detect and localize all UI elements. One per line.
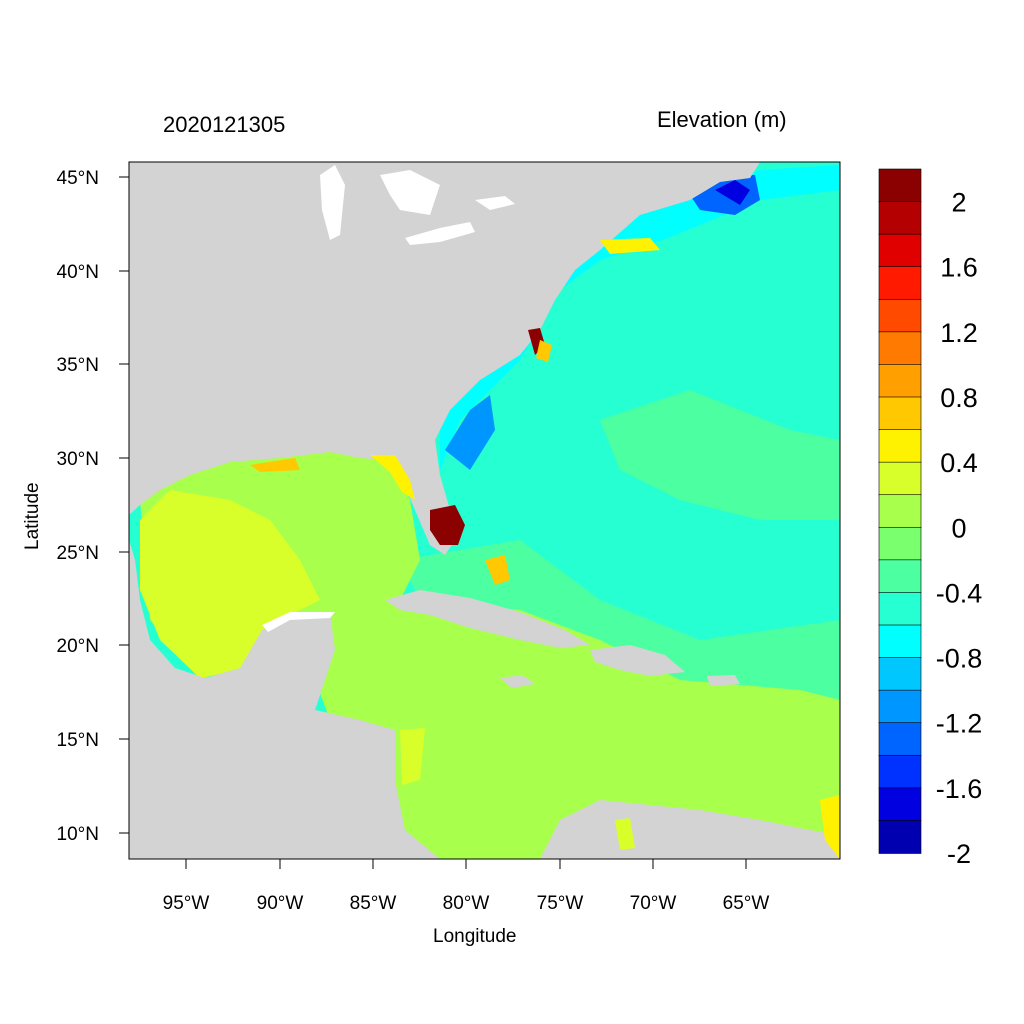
colorbar-segment [878, 624, 922, 659]
lat-tick-label: 15°N [57, 730, 99, 751]
latitude-ticks: 45°N 40°N 35°N 30°N 25°N 20°N 15°N 10°N [57, 168, 129, 845]
lon-tick-label: 65°W [723, 893, 770, 914]
lon-tick-label: 90°W [257, 893, 304, 914]
georgia-bight-low [445, 395, 495, 470]
colorbar-segment [878, 396, 922, 431]
lat-tick-label: 45°N [57, 168, 99, 189]
lat-tick-label: 20°N [57, 636, 99, 657]
long-island-sound [600, 238, 660, 254]
colorbar-segment [878, 689, 922, 724]
colorbar-segment [878, 722, 922, 757]
central-america-land [129, 540, 440, 859]
florida-bigbend-high [370, 455, 415, 500]
colorbar: 2 1.6 1.2 0.8 0.4 0 -0.4 -0.8 -1.2 -1.6 -2 [878, 168, 983, 869]
colorbar-segment [878, 592, 922, 626]
yucatan-coast [262, 612, 335, 632]
colorbar-segment [878, 494, 922, 529]
lat-tick-label: 25°N [57, 543, 99, 564]
colorbar-label: -1.2 [936, 709, 983, 739]
maracaibo-high [615, 818, 635, 850]
colorbar-segment [878, 233, 922, 268]
cuba-land [385, 590, 590, 648]
lat-tick-label: 35°N [57, 355, 99, 376]
colorbar-segment [878, 461, 922, 496]
colorbar-label: 0.8 [940, 383, 978, 413]
map-area [129, 162, 840, 859]
lon-tick-label: 80°W [443, 893, 490, 914]
east-coast-shelf [440, 165, 840, 470]
colorbar-segment [878, 787, 922, 822]
north-america-land [129, 162, 760, 555]
colorbar-segment [878, 168, 922, 203]
gulf-and-caribbean [140, 450, 840, 859]
colorbar-label: 2 [951, 188, 966, 218]
south-america-land [540, 800, 840, 859]
orinoco-high [820, 795, 840, 859]
colorbar-segment [878, 201, 922, 235]
colorbar-segment [878, 266, 922, 301]
colorbar-segment [878, 526, 922, 561]
lake-huron [380, 170, 440, 215]
lake-erie [405, 222, 475, 245]
colorbar-segment [878, 364, 922, 398]
timestamp-label: 2020121305 [163, 112, 286, 137]
nicaragua-shelf [400, 728, 425, 785]
western-gulf-high [140, 490, 320, 678]
louisiana-coast-high [250, 458, 300, 472]
colorbar-label: -0.8 [936, 644, 983, 674]
colorbar-label: -0.4 [936, 578, 983, 608]
colorbar-segment [878, 657, 922, 691]
jamaica-land [500, 675, 535, 688]
lat-tick-label: 30°N [57, 449, 99, 470]
lon-tick-label: 85°W [350, 893, 397, 914]
south-florida-high [430, 505, 465, 545]
lon-tick-label: 75°W [537, 893, 584, 914]
lake-ontario [475, 196, 515, 210]
lat-tick-label: 40°N [57, 262, 99, 283]
colorbar-segment [878, 429, 922, 463]
colorbar-label: 0.4 [940, 448, 978, 478]
longitude-ticks: 95°W 90°W 85°W 80°W 75°W 70°W 65°W [163, 859, 770, 914]
lon-tick-label: 70°W [630, 893, 677, 914]
gulf-of-maine-deep [715, 180, 750, 205]
colorbar-label: 1.6 [940, 253, 978, 283]
lon-tick-label: 95°W [163, 893, 210, 914]
colorbar-segment [878, 754, 922, 789]
lat-tick-label: 10°N [57, 824, 99, 845]
variable-units-label: Elevation (m) [657, 107, 787, 132]
puerto-rico-land [707, 675, 740, 686]
colorbar-segment [878, 820, 922, 854]
colorbar-segment [878, 298, 922, 333]
colorbar-label: 0 [951, 513, 966, 543]
colorbar-label: 1.2 [940, 318, 978, 348]
colorbar-segment [878, 331, 922, 366]
colorbar-segment [878, 559, 922, 594]
bahamas-bank-high [485, 555, 510, 585]
colorbar-label: -2 [947, 839, 971, 869]
hispaniola-land [590, 645, 685, 676]
map-frame [128, 161, 841, 860]
central-atlantic-band [600, 390, 840, 520]
x-axis-label: Longitude [433, 926, 517, 947]
outer-banks-mid [536, 340, 552, 362]
lake-michigan [320, 165, 345, 240]
colorbar-label: -1.6 [936, 774, 983, 804]
